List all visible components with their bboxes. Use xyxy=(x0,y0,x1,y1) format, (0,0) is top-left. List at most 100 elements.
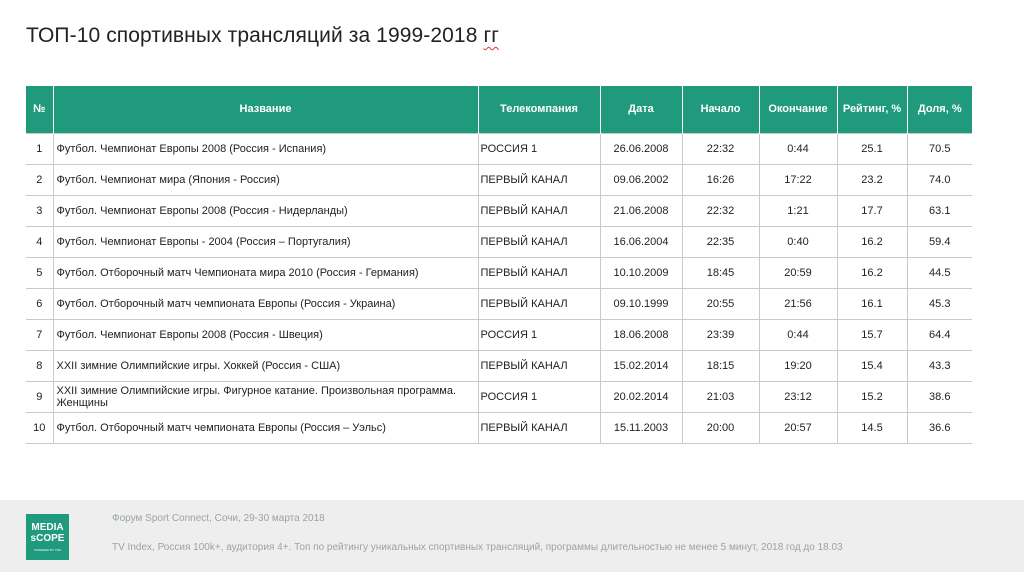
cell-start: 22:35 xyxy=(681,226,759,258)
cell-rating: 17.7 xyxy=(836,195,907,227)
cell-name: Футбол. Чемпионат Европы 2008 (Россия - … xyxy=(52,195,478,227)
cell-channel: РОССИЯ 1 xyxy=(477,319,600,351)
table-row: 2 Футбол. Чемпионат мира (Япония - Росси… xyxy=(26,164,972,196)
logo-text-line3: POWERED BY TNS xyxy=(33,548,62,552)
header-date: Дата xyxy=(599,86,682,133)
cell-num: 4 xyxy=(26,226,53,258)
header-name: Название xyxy=(52,86,478,133)
cell-date: 09.06.2002 xyxy=(599,164,682,196)
cell-num: 9 xyxy=(26,381,53,413)
cell-name: XXII зимние Олимпийские игры. Хоккей (Ро… xyxy=(52,350,478,382)
cell-share: 45.3 xyxy=(906,288,972,320)
cell-channel: ПЕРВЫЙ КАНАЛ xyxy=(477,350,600,382)
cell-date: 09.10.1999 xyxy=(599,288,682,320)
header-num: № xyxy=(26,86,53,133)
cell-rating: 15.2 xyxy=(836,381,907,413)
cell-channel: ПЕРВЫЙ КАНАЛ xyxy=(477,412,600,444)
cell-name: XXII зимние Олимпийские игры. Фигурное к… xyxy=(52,381,478,413)
cell-start: 18:15 xyxy=(681,350,759,382)
table-row: 1 Футбол. Чемпионат Европы 2008 (Россия … xyxy=(26,132,972,165)
cell-end: 0:40 xyxy=(758,226,837,258)
table-row: 5 Футбол. Отборочный матч Чемпионата мир… xyxy=(26,257,972,289)
cell-name: Футбол. Отборочный матч Чемпионата мира … xyxy=(52,257,478,289)
logo-text-line2: sCOPE xyxy=(30,533,65,544)
table-row: 10 Футбол. Отборочный матч чемпионата Ев… xyxy=(26,412,972,444)
cell-share: 59.4 xyxy=(906,226,972,258)
header-share: Доля, % xyxy=(906,86,972,133)
cell-start: 20:00 xyxy=(681,412,759,444)
header-start: Начало xyxy=(681,86,759,133)
logo-text-line1: MEDIA xyxy=(31,522,64,533)
header-channel: Телекомпания xyxy=(477,86,600,133)
table-row: 4 Футбол. Чемпионат Европы - 2004 (Росси… xyxy=(26,226,972,258)
header-rating: Рейтинг, % xyxy=(836,86,907,133)
cell-rating: 15.4 xyxy=(836,350,907,382)
cell-start: 22:32 xyxy=(681,132,759,165)
cell-start: 18:45 xyxy=(681,257,759,289)
header-row: № Название Телекомпания Дата Начало Окон… xyxy=(26,86,972,133)
cell-channel: РОССИЯ 1 xyxy=(477,132,600,165)
cell-channel: ПЕРВЫЙ КАНАЛ xyxy=(477,257,600,289)
cell-num: 5 xyxy=(26,257,53,289)
cell-date: 18.06.2008 xyxy=(599,319,682,351)
cell-num: 8 xyxy=(26,350,53,382)
cell-name: Футбол. Чемпионат Европы - 2004 (Россия … xyxy=(52,226,478,258)
header-end: Окончание xyxy=(758,86,837,133)
footer-event-text: Форум Sport Connect, Сочи, 29-30 марта 2… xyxy=(112,513,325,524)
cell-num: 6 xyxy=(26,288,53,320)
cell-rating: 16.2 xyxy=(836,257,907,289)
cell-num: 2 xyxy=(26,164,53,196)
table-row: 9 XXII зимние Олимпийские игры. Фигурное… xyxy=(26,381,972,413)
cell-date: 10.10.2009 xyxy=(599,257,682,289)
cell-end: 1:21 xyxy=(758,195,837,227)
cell-end: 20:57 xyxy=(758,412,837,444)
cell-num: 1 xyxy=(26,132,53,165)
table-row: 6 Футбол. Отборочный матч чемпионата Евр… xyxy=(26,288,972,320)
cell-rating: 15.7 xyxy=(836,319,907,351)
cell-date: 15.11.2003 xyxy=(599,412,682,444)
slide-title: ТОП-10 спортивных трансляций за 1999-201… xyxy=(26,24,499,48)
cell-start: 23:39 xyxy=(681,319,759,351)
cell-end: 23:12 xyxy=(758,381,837,413)
cell-date: 20.02.2014 xyxy=(599,381,682,413)
cell-name: Футбол. Чемпионат Европы 2008 (Россия - … xyxy=(52,132,478,165)
table-row: 3 Футбол. Чемпионат Европы 2008 (Россия … xyxy=(26,195,972,227)
cell-rating: 16.2 xyxy=(836,226,907,258)
cell-num: 7 xyxy=(26,319,53,351)
cell-start: 20:55 xyxy=(681,288,759,320)
cell-rating: 16.1 xyxy=(836,288,907,320)
mediascope-logo: MEDIA sCOPE POWERED BY TNS xyxy=(26,514,69,560)
cell-rating: 23.2 xyxy=(836,164,907,196)
table-row: 8 XXII зимние Олимпийские игры. Хоккей (… xyxy=(26,350,972,382)
cell-channel: РОССИЯ 1 xyxy=(477,381,600,413)
slide-title-last-word: гг xyxy=(483,24,499,47)
cell-share: 36.6 xyxy=(906,412,972,444)
cell-end: 0:44 xyxy=(758,132,837,165)
cell-channel: ПЕРВЫЙ КАНАЛ xyxy=(477,226,600,258)
cell-end: 21:56 xyxy=(758,288,837,320)
cell-date: 21.06.2008 xyxy=(599,195,682,227)
table-body: 1 Футбол. Чемпионат Европы 2008 (Россия … xyxy=(26,132,972,444)
cell-channel: ПЕРВЫЙ КАНАЛ xyxy=(477,288,600,320)
cell-share: 70.5 xyxy=(906,132,972,165)
cell-date: 26.06.2008 xyxy=(599,132,682,165)
cell-name: Футбол. Отборочный матч чемпионата Европ… xyxy=(52,288,478,320)
cell-date: 16.06.2004 xyxy=(599,226,682,258)
cell-end: 20:59 xyxy=(758,257,837,289)
cell-share: 74.0 xyxy=(906,164,972,196)
cell-share: 43.3 xyxy=(906,350,972,382)
cell-share: 38.6 xyxy=(906,381,972,413)
cell-name: Футбол. Чемпионат Европы 2008 (Россия - … xyxy=(52,319,478,351)
cell-end: 0:44 xyxy=(758,319,837,351)
slide-title-main: ТОП-10 спортивных трансляций за 1999-201… xyxy=(26,24,484,47)
cell-end: 17:22 xyxy=(758,164,837,196)
cell-end: 19:20 xyxy=(758,350,837,382)
cell-start: 22:32 xyxy=(681,195,759,227)
cell-start: 21:03 xyxy=(681,381,759,413)
cell-share: 63.1 xyxy=(906,195,972,227)
cell-num: 10 xyxy=(26,412,53,444)
cell-name: Футбол. Отборочный матч чемпионата Европ… xyxy=(52,412,478,444)
cell-start: 16:26 xyxy=(681,164,759,196)
cell-name: Футбол. Чемпионат мира (Япония - Россия) xyxy=(52,164,478,196)
cell-rating: 25.1 xyxy=(836,132,907,165)
